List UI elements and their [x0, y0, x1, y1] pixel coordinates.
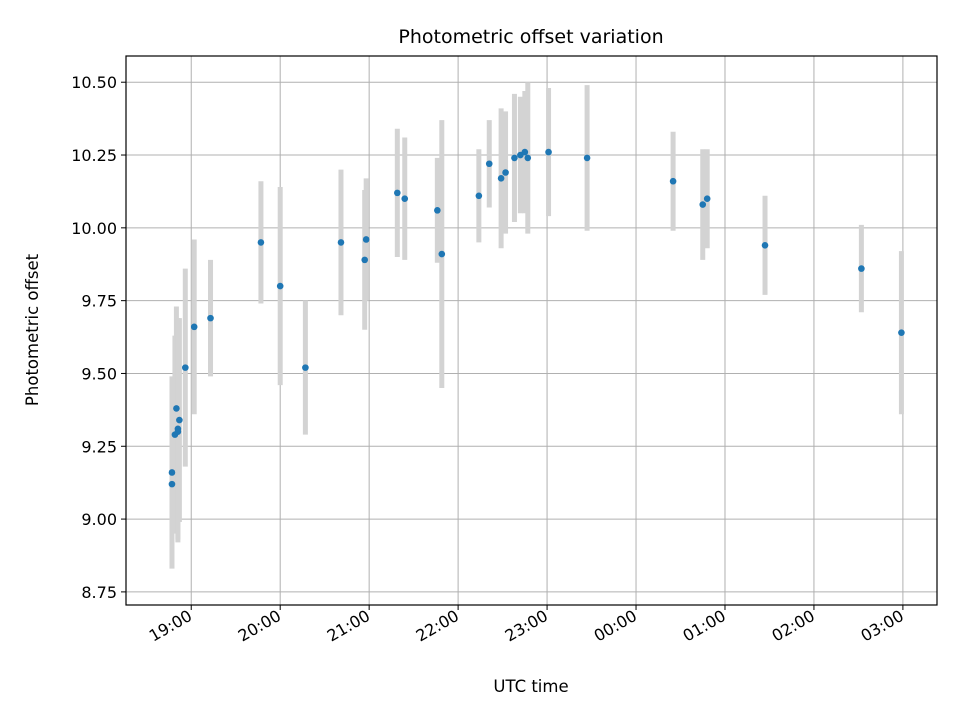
plot-frame	[125, 55, 938, 606]
y-tick-label: 9.75	[81, 292, 117, 311]
chart-title: Photometric offset variation	[398, 26, 663, 48]
data-point	[173, 405, 180, 412]
data-point	[502, 169, 509, 176]
data-point	[207, 314, 214, 322]
y-axis-ticks: 8.75 9.00 9.25 9.50 9.75 10.00 10.25 10.50	[71, 73, 126, 602]
data-point	[302, 364, 309, 371]
data-point	[438, 250, 446, 258]
y-tick-label: 8.75	[81, 583, 117, 602]
data-point	[699, 201, 707, 208]
data-point	[898, 329, 905, 336]
y-axis-label: Photometric offset	[23, 253, 42, 406]
data-point	[583, 154, 591, 162]
data-point	[761, 242, 769, 249]
data-point	[545, 148, 552, 156]
data-point	[524, 154, 532, 162]
data-point	[257, 239, 265, 246]
data-point	[401, 195, 409, 203]
data-point	[434, 207, 441, 214]
data-point	[497, 175, 505, 182]
data-point	[190, 323, 198, 331]
data-point	[174, 425, 182, 433]
y-tick-label: 10.50	[71, 73, 117, 92]
y-tick-label: 9.00	[81, 510, 117, 529]
grid	[126, 56, 937, 605]
x-axis-label: UTC time	[493, 677, 568, 696]
y-tick-label: 10.00	[71, 219, 117, 238]
data-point	[858, 265, 865, 272]
data-point	[475, 192, 483, 200]
data-points	[168, 148, 905, 488]
data-point	[703, 195, 711, 203]
data-point	[394, 189, 401, 197]
y-tick-label: 10.25	[71, 146, 117, 165]
data-point	[276, 282, 284, 290]
data-point	[362, 236, 370, 243]
data-point	[337, 239, 345, 246]
data-point	[176, 416, 183, 424]
y-tick-label: 9.25	[81, 437, 117, 456]
y-tick-label: 9.50	[81, 364, 117, 383]
data-point	[511, 154, 518, 162]
data-point	[168, 469, 176, 476]
data-point	[182, 364, 189, 371]
data-point	[669, 177, 677, 185]
data-point	[361, 256, 369, 264]
data-point	[521, 148, 529, 156]
data-point	[168, 480, 176, 488]
data-point	[485, 160, 493, 168]
